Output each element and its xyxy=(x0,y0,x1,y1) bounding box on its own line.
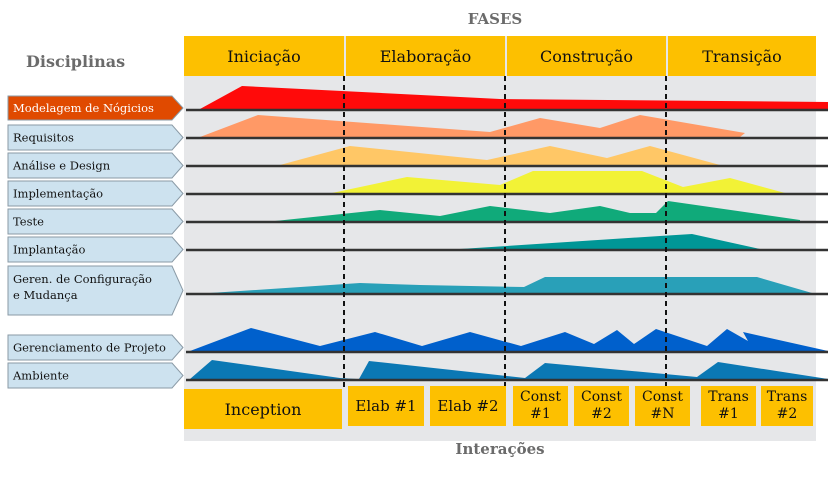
discipline-label-arrow xyxy=(7,124,184,151)
discipline-label: Modelagem de Nógicios xyxy=(13,101,154,115)
discipline-label-arrow xyxy=(7,334,184,361)
phases-title: FASES xyxy=(467,10,523,28)
workload-area xyxy=(280,146,720,165)
workload-area xyxy=(200,86,828,109)
iteration-label-line2: #1 xyxy=(530,406,551,422)
discipline-label: e Mudança xyxy=(13,288,78,302)
discipline-label-arrow xyxy=(7,208,184,235)
discipline-label: Ambiente xyxy=(12,369,69,383)
discipline-label-arrow xyxy=(7,152,184,179)
discipline-label: Geren. de Configuração xyxy=(13,272,152,286)
discipline-label-arrow xyxy=(7,236,184,263)
discipline-label: Gerenciamento de Projeto xyxy=(13,341,166,355)
phase-transicao: Transição xyxy=(668,36,816,76)
workload-area xyxy=(190,360,828,379)
phase-elaboracao: Elaboração xyxy=(346,36,505,76)
workload-area xyxy=(275,201,800,221)
discipline-label: Teste xyxy=(13,215,44,229)
iteration-label-line2: #N xyxy=(650,406,675,422)
workload-area xyxy=(200,115,745,137)
workload-area xyxy=(190,328,828,351)
iteration-label-line2: #1 xyxy=(718,406,739,422)
iteration-label-line2: #2 xyxy=(591,406,612,422)
discipline-label: Análise e Design xyxy=(12,159,111,173)
iteration-label: Elab #1 xyxy=(355,396,417,415)
discipline-label: Implementação xyxy=(13,187,103,201)
discipline-label: Requisitos xyxy=(13,131,74,145)
discipline-label-arrow xyxy=(7,265,184,316)
iteration-elab-2: Elab #2 xyxy=(430,386,506,426)
iteration-trans-2: Trans #2 xyxy=(761,386,813,426)
discipline-label-arrow xyxy=(7,95,184,121)
iteration-label-line1: Const xyxy=(581,389,622,405)
workload-area xyxy=(332,171,785,193)
iteration-label-line1: Const xyxy=(520,389,561,405)
discipline-label: Implantação xyxy=(13,243,86,257)
workload-area xyxy=(210,277,812,293)
phase-construcao: Construção xyxy=(507,36,666,76)
iteration-const-2: Const #2 xyxy=(574,386,629,426)
iteration-elab-1: Elab #1 xyxy=(348,386,424,426)
iteration-const-n: Const #N xyxy=(635,386,690,426)
iteration-label-line2: #2 xyxy=(776,406,798,422)
phase-iniciacao: Iniciação xyxy=(184,36,344,76)
iteration-label: Elab #2 xyxy=(437,396,499,415)
iteration-label-line1: Const xyxy=(642,389,683,405)
disciplines-title: Disciplinas xyxy=(26,52,126,71)
discipline-label-arrow xyxy=(7,180,184,207)
iteration-label-line1: Trans xyxy=(708,389,749,405)
iteration-label-line1: Trans xyxy=(766,389,808,405)
discipline-label-arrow xyxy=(7,362,184,389)
iteration-label: Inception xyxy=(224,399,302,419)
iterations-title: Interações xyxy=(455,440,545,458)
iteration-inception: Inception xyxy=(184,389,342,429)
iteration-const-1: Const #1 xyxy=(513,386,568,426)
iteration-trans-1: Trans #1 xyxy=(701,386,756,426)
workload-area xyxy=(460,234,760,249)
